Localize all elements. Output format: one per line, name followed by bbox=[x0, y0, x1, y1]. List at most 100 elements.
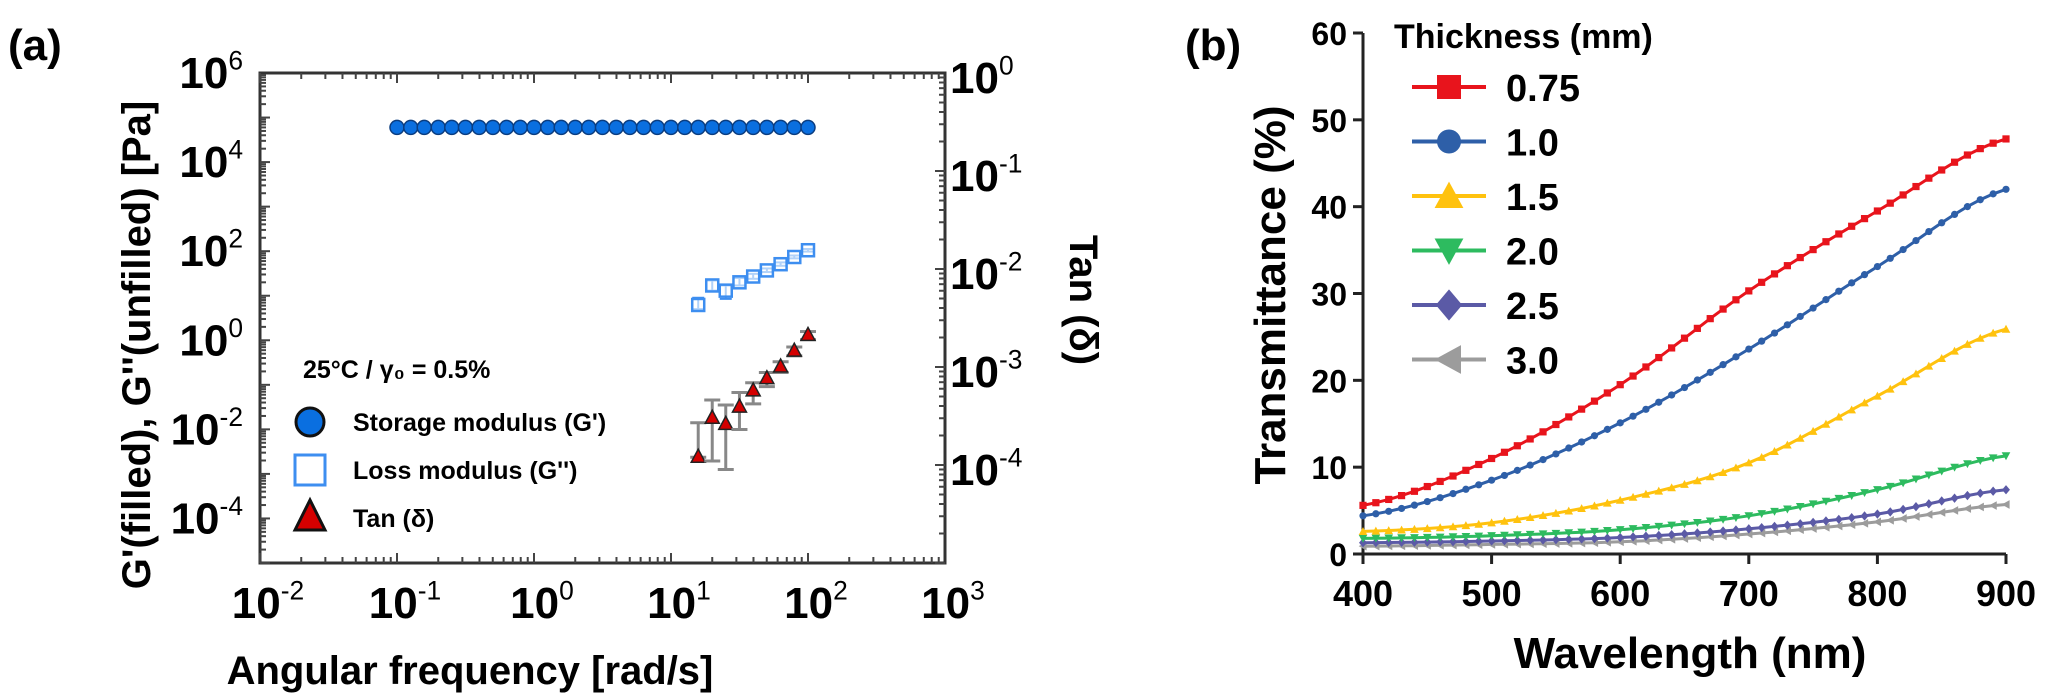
series-point bbox=[1525, 530, 1535, 539]
series-point bbox=[1835, 230, 1843, 238]
series-point bbox=[1795, 503, 1805, 511]
legend-entry: 1.5 bbox=[1412, 177, 1559, 219]
storage-modulus-point bbox=[649, 119, 666, 136]
series-point bbox=[1372, 510, 1380, 518]
series-point bbox=[1911, 369, 1921, 378]
series-point bbox=[1912, 236, 1920, 245]
series-point bbox=[1422, 533, 1432, 542]
series-point bbox=[1423, 482, 1431, 491]
series-point bbox=[1461, 532, 1471, 541]
legend-marker bbox=[1435, 289, 1463, 321]
series-point bbox=[1693, 519, 1702, 527]
series-point bbox=[1641, 524, 1651, 532]
series-point bbox=[1821, 497, 1831, 506]
series-point bbox=[1937, 496, 1946, 506]
y-axis-title: Transmittance (%) bbox=[1246, 106, 1295, 485]
series-point bbox=[1719, 361, 1727, 369]
series-point bbox=[2001, 500, 2010, 509]
series-point bbox=[1693, 376, 1701, 384]
series-point bbox=[1474, 519, 1484, 528]
series-point bbox=[1513, 535, 1522, 546]
series-point bbox=[1475, 481, 1483, 489]
series-point bbox=[1628, 525, 1638, 533]
loss-modulus-point bbox=[773, 256, 788, 272]
x-tick-label: 102 bbox=[784, 576, 848, 628]
series-point bbox=[1487, 532, 1496, 541]
series-point bbox=[1525, 513, 1535, 522]
series-point bbox=[1809, 517, 1818, 528]
series-point bbox=[1925, 174, 1933, 182]
legend-entry: 2.5 bbox=[1412, 286, 1559, 328]
series-point bbox=[1590, 533, 1599, 544]
series-point bbox=[1552, 420, 1560, 429]
series-point bbox=[1667, 530, 1676, 540]
legend-marker-square bbox=[293, 453, 327, 487]
series-point bbox=[1796, 312, 1804, 321]
series-point bbox=[1680, 479, 1689, 488]
series-point bbox=[1860, 271, 1869, 279]
storage-modulus-point bbox=[526, 119, 542, 136]
series-point bbox=[1976, 196, 1984, 204]
series-point bbox=[1989, 190, 1997, 198]
series-point bbox=[1898, 377, 1908, 386]
series-point bbox=[1731, 530, 1740, 540]
series-point bbox=[1847, 405, 1856, 414]
series-point bbox=[1963, 504, 1972, 513]
series-point bbox=[1654, 522, 1664, 531]
series-point bbox=[1410, 537, 1419, 547]
series-point bbox=[1615, 526, 1625, 535]
series-point bbox=[1924, 510, 1933, 519]
storage-modulus-point bbox=[567, 119, 583, 136]
panel-label-a: (a) bbox=[8, 21, 62, 70]
series-point bbox=[1384, 534, 1394, 543]
series-point bbox=[1834, 494, 1844, 503]
tan-delta-point bbox=[772, 357, 789, 373]
series-point bbox=[1925, 227, 1933, 236]
series-point bbox=[1642, 405, 1650, 413]
series-point bbox=[1963, 490, 1972, 501]
series-point bbox=[1705, 472, 1715, 481]
y-tick-label: 60 bbox=[1311, 16, 1347, 52]
series-point bbox=[1358, 534, 1368, 543]
series-point bbox=[1680, 529, 1689, 539]
series-point bbox=[1668, 344, 1676, 352]
storage-modulus-point bbox=[635, 119, 652, 136]
series-point bbox=[1397, 525, 1406, 534]
legend-entry: 1.0 bbox=[1412, 123, 1559, 165]
legend-label-loss: Loss modulus (G'') bbox=[353, 457, 577, 485]
series-point bbox=[1616, 532, 1625, 543]
series-point bbox=[1410, 534, 1419, 543]
series-point bbox=[1988, 454, 1998, 463]
series-point bbox=[1899, 504, 1908, 515]
series-point bbox=[1835, 287, 1843, 295]
tan-delta-point bbox=[717, 414, 735, 431]
series-point bbox=[1975, 457, 1985, 465]
series-point bbox=[1822, 238, 1830, 246]
series-point bbox=[1912, 502, 1920, 512]
series-point bbox=[1552, 450, 1560, 458]
series-point bbox=[1590, 397, 1599, 405]
series-point bbox=[1834, 514, 1843, 525]
series-point bbox=[1976, 488, 1985, 498]
storage-modulus-point bbox=[786, 119, 803, 136]
storage-modulus-point bbox=[485, 119, 501, 136]
tan-delta-point bbox=[799, 325, 817, 342]
series-point bbox=[1500, 471, 1509, 480]
series-point bbox=[1937, 467, 1947, 476]
series-point bbox=[1642, 363, 1650, 371]
series-point bbox=[1718, 515, 1728, 524]
series-point bbox=[1462, 466, 1470, 474]
series-point bbox=[1551, 529, 1561, 538]
y-tick-label: 50 bbox=[1311, 103, 1347, 139]
legend-label-tan: Tan (δ) bbox=[353, 505, 434, 533]
series-point bbox=[1564, 529, 1574, 538]
series-point bbox=[1384, 526, 1394, 535]
series-point bbox=[1680, 334, 1689, 342]
series-point bbox=[1705, 517, 1715, 526]
series-point bbox=[1474, 532, 1484, 541]
series-point bbox=[1436, 537, 1445, 547]
series-point bbox=[1513, 442, 1521, 450]
series-point bbox=[1578, 438, 1586, 446]
series-point bbox=[1488, 476, 1496, 484]
legend: 25°C / γ₀ = 0.5% Storage modulus (G') Lo… bbox=[292, 356, 606, 533]
